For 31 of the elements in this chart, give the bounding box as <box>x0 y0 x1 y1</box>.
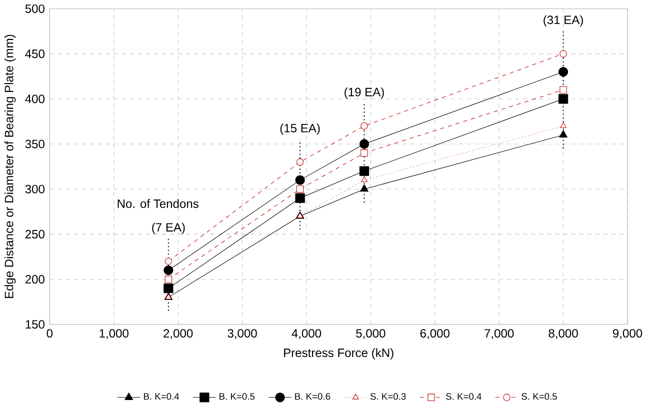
y-tick-label: 450 <box>25 50 44 58</box>
y-axis-title: Edge Distance or Diameter of Bearing Plate (mm) <box>4 34 16 298</box>
x-tick-label: 8,000 <box>548 329 578 340</box>
y-tick-label: 200 <box>25 275 44 284</box>
x-tick-label: 4,000 <box>292 329 322 340</box>
legend-label: S. K=0.3 <box>370 393 406 400</box>
y-tick-label: 350 <box>25 140 44 148</box>
y-tick-label: 500 <box>25 4 44 13</box>
ref-line-label: (19 EA) <box>344 87 384 99</box>
ref-line-label: (15 EA) <box>280 124 320 135</box>
legend-label: B. K=0.5 <box>220 393 255 400</box>
legend-label: B. K=0.4 <box>144 393 180 400</box>
legend-label: S. K=0.5 <box>522 393 557 400</box>
x-axis-title: Prestress Force (kN) <box>284 348 394 360</box>
y-tick-label: 300 <box>25 184 44 194</box>
x-tick-label: 9,000 <box>612 329 642 340</box>
x-tick-label: 5,000 <box>356 329 386 340</box>
x-tick-label: 7,000 <box>484 329 514 340</box>
ref-line-label: (31 EA) <box>544 15 583 27</box>
annotation: No. of Tendons <box>118 199 198 208</box>
x-tick-label: 6,000 <box>420 329 450 340</box>
x-tick-label: 1,000 <box>100 329 128 340</box>
x-tick-label: 0 <box>46 329 53 338</box>
y-tick-label: 250 <box>25 230 44 238</box>
y-tick-label: 400 <box>25 94 44 104</box>
x-tick-label: 2,000 <box>164 329 193 340</box>
x-tick-label: 3,000 <box>228 329 257 340</box>
legend-label: S. K=0.4 <box>446 393 482 400</box>
legend-label: B. K=0.6 <box>295 393 330 400</box>
y-tick-label: 150 <box>26 320 44 329</box>
ref-line-label: (7 EA) <box>152 222 185 234</box>
